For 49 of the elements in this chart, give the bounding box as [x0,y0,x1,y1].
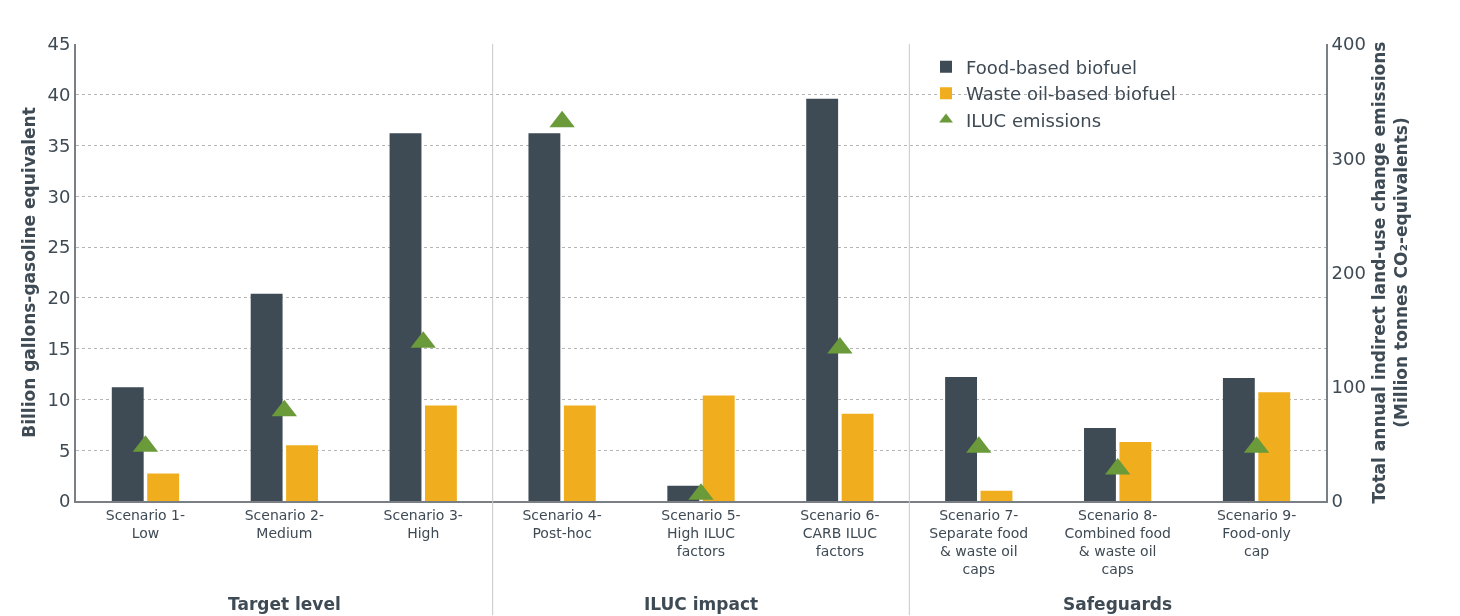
y-tick-label: 5 [58,439,71,461]
y-tick-label: 20 [47,287,71,309]
y-tick-label: 30 [47,185,71,207]
bar [702,395,735,501]
y2-tick-label: 200 [1331,261,1366,283]
bar [980,490,1013,501]
legend-label: ILUC emissions [966,109,1102,131]
y-tick-label: 15 [47,337,71,359]
text: ILUC impact [644,594,759,614]
x-tick-label: Scenario 6- CARB ILUC factors [800,506,880,560]
x-tick-label: Scenario 2- Medium [244,506,324,541]
y2-tick-label: 300 [1331,147,1366,169]
y2-tick-label: 0 [1331,490,1344,512]
legend-label: Food-based biofuel [966,56,1137,78]
y2-tick-label: 400 [1331,33,1366,55]
y-tick-label: 25 [47,236,71,258]
y-tick-label: 45 [47,33,71,55]
bar [147,473,180,501]
x-tick-label: Scenario 3- High [383,506,463,541]
text: Target level [228,594,341,614]
bar [286,445,318,501]
bar [563,405,596,501]
x-tick-label: Scenario 9- Food-only cap [1216,506,1297,560]
y-tick-label: 35 [47,134,71,156]
bar [111,387,144,501]
bar [1119,442,1152,501]
x-tick-label: Scenario 7- Separate food & waste oil caps [929,506,1029,578]
bar [424,405,457,501]
bar [250,293,283,501]
y-axis-title: Billion gallons-gasoline equivalent [18,107,39,438]
y2-axis-title: Total annual indirect land-use change emissions (Million tonnes CO₂-equivalents) [1368,41,1411,504]
y-tick-label: 40 [47,84,71,106]
bar [806,98,839,501]
bar [528,133,561,501]
x-tick-label: Scenario 8- Combined food & waste oil caps [1064,506,1171,578]
bar [1258,392,1291,501]
bar [945,377,978,501]
bar [1084,427,1116,501]
legend-label: Waste oil-based biofuel [966,83,1176,105]
bar [841,413,874,501]
y2-tick-label: 100 [1331,376,1366,398]
x-tick-label: Scenario 1- Low [105,506,186,541]
y-tick-label: 10 [47,388,71,410]
bar [389,133,422,501]
x-tick-label: Scenario 4- Post-hoc [522,506,602,541]
text: Safeguards [1063,594,1173,614]
x-tick-label: Scenario 5- High ILUC factors [661,506,741,560]
bar [1222,378,1255,501]
y-tick-label: 0 [58,490,71,512]
